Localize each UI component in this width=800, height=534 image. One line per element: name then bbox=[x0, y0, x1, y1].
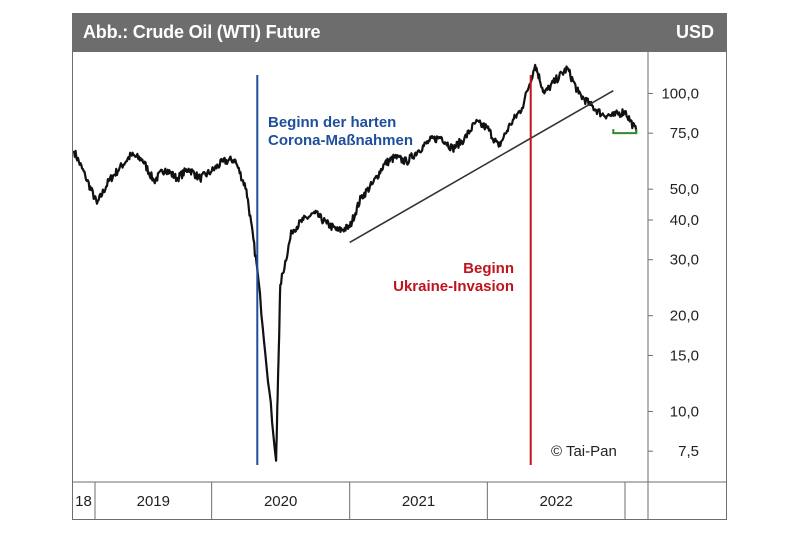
copyright-label: © Tai-Pan bbox=[551, 443, 617, 460]
corona-annotation-line-1: Beginn der harten bbox=[268, 114, 396, 131]
recent-range-marker bbox=[612, 129, 638, 135]
x-tick-label: 2019 bbox=[137, 493, 170, 510]
y-tick-label: 100,0 bbox=[661, 85, 699, 102]
trend-line bbox=[349, 90, 614, 244]
chart-frame: Abb.: Crude Oil (WTI) Future USD bbox=[72, 13, 727, 520]
y-tick-label: 10,0 bbox=[670, 403, 699, 420]
price-series-line bbox=[72, 63, 638, 462]
ukraine-annotation-line-2: Ukraine-Invasion bbox=[393, 278, 514, 295]
y-tick-label: 40,0 bbox=[670, 212, 699, 229]
y-tick-label: 20,0 bbox=[670, 308, 699, 325]
y-tick-label: 50,0 bbox=[670, 181, 699, 198]
ukraine-annotation-line-1: Beginn bbox=[463, 260, 514, 277]
currency-label: USD bbox=[675, 22, 714, 42]
chart-header: Abb.: Crude Oil (WTI) Future USD bbox=[73, 14, 726, 52]
x-tick-label: 2020 bbox=[264, 493, 297, 510]
y-tick-label: 30,0 bbox=[670, 252, 699, 269]
y-tick-label: 15,0 bbox=[670, 347, 699, 364]
y-tick-label: 75,0 bbox=[670, 125, 699, 142]
corona-annotation-line-2: Corona-Maßnahmen bbox=[268, 132, 413, 149]
chart-title: Abb.: Crude Oil (WTI) Future bbox=[83, 22, 321, 42]
x-tick-label: 18 bbox=[75, 493, 92, 510]
x-tick-label: 2021 bbox=[402, 493, 435, 510]
x-tick-label: 2022 bbox=[539, 493, 572, 510]
y-tick-label: 7,5 bbox=[678, 443, 699, 460]
